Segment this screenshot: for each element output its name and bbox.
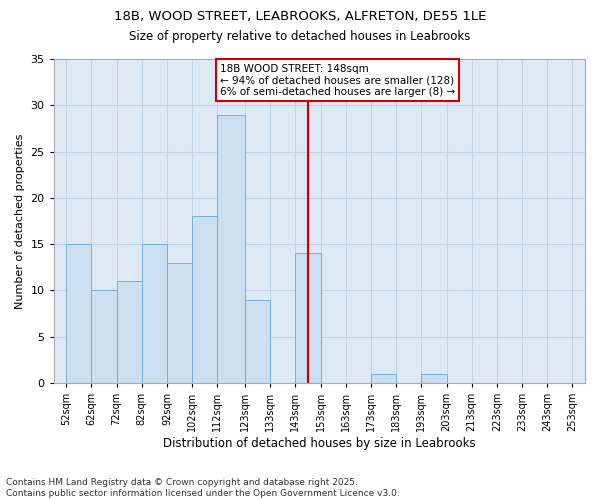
- Bar: [91, 290, 116, 383]
- Text: 18B WOOD STREET: 148sqm
← 94% of detached houses are smaller (128)
6% of semi-de: 18B WOOD STREET: 148sqm ← 94% of detache…: [220, 64, 455, 97]
- Bar: [217, 114, 245, 383]
- Bar: [245, 300, 270, 383]
- Bar: [167, 262, 192, 383]
- Bar: [192, 216, 217, 383]
- Bar: [371, 374, 396, 383]
- Bar: [142, 244, 167, 383]
- Text: Size of property relative to detached houses in Leabrooks: Size of property relative to detached ho…: [130, 30, 470, 43]
- Text: Contains HM Land Registry data © Crown copyright and database right 2025.
Contai: Contains HM Land Registry data © Crown c…: [6, 478, 400, 498]
- Text: 18B, WOOD STREET, LEABROOKS, ALFRETON, DE55 1LE: 18B, WOOD STREET, LEABROOKS, ALFRETON, D…: [114, 10, 486, 23]
- X-axis label: Distribution of detached houses by size in Leabrooks: Distribution of detached houses by size …: [163, 437, 476, 450]
- Y-axis label: Number of detached properties: Number of detached properties: [15, 134, 25, 308]
- Bar: [116, 281, 142, 383]
- Bar: [66, 244, 91, 383]
- Bar: [295, 254, 320, 383]
- Bar: [421, 374, 446, 383]
